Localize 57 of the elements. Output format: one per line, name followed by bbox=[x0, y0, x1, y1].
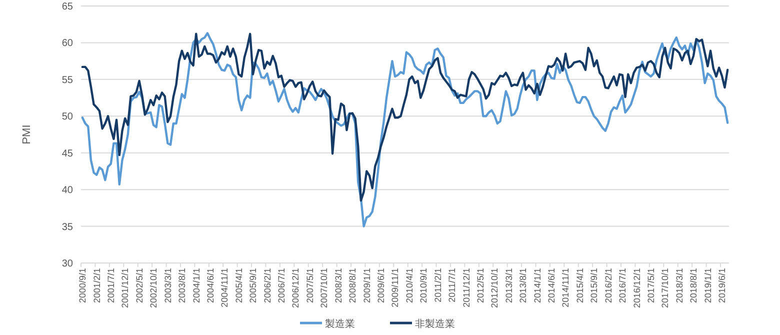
x-tick-label: 2001/12/1 bbox=[120, 268, 130, 308]
x-tick-label: 2013/8/1 bbox=[518, 268, 528, 304]
x-tick-label: 2014/11/1 bbox=[560, 268, 571, 308]
x-tick-label: 2001/7/1 bbox=[106, 268, 116, 304]
x-tick-label: 2011/7/1 bbox=[447, 268, 458, 302]
x-tick-label: 2016/12/1 bbox=[632, 268, 642, 308]
x-tick-label: 2018/8/1 bbox=[688, 268, 699, 304]
x-tick-label: 2019/1/1 bbox=[702, 268, 713, 304]
x-tick-label: 2017/5/1 bbox=[646, 268, 656, 304]
x-tick-label: 2004/1/1 bbox=[191, 268, 202, 304]
x-tick-label: 2008/8/1 bbox=[348, 268, 358, 304]
x-tick-label: 2014/6/1 bbox=[546, 268, 557, 304]
x-tick-label: 2007/10/1 bbox=[319, 268, 330, 308]
x-tick-label: 2012/10/1 bbox=[490, 268, 500, 308]
y-tick-label: 35 bbox=[62, 222, 74, 233]
x-tick-label: 2014/1/1 bbox=[532, 268, 542, 304]
x-tick-label: 2004/6/1 bbox=[205, 268, 216, 304]
x-tick-label: 2002/10/1 bbox=[148, 268, 159, 308]
y-tick-label: 65 bbox=[62, 2, 74, 12]
x-tick-label: 2010/9/1 bbox=[418, 268, 429, 304]
x-tick-label: 2010/4/1 bbox=[404, 268, 414, 304]
x-tick-label: 2006/7/1 bbox=[276, 268, 287, 304]
x-tick-label: 2009/1/1 bbox=[362, 268, 372, 304]
legend-label: 製造業 bbox=[325, 318, 355, 330]
x-tick-label: 2005/9/1 bbox=[248, 268, 258, 304]
x-tick-label: 2008/3/1 bbox=[333, 268, 344, 304]
x-tick-label: 2018/3/1 bbox=[674, 268, 684, 304]
x-tick-label: 2011/12/1 bbox=[461, 268, 472, 308]
x-tick-label: 2007/5/1 bbox=[304, 268, 315, 304]
y-axis-title: PMI bbox=[21, 124, 33, 144]
y-tick-label: 50 bbox=[62, 112, 74, 123]
x-tick-label: 2003/3/1 bbox=[162, 268, 173, 304]
x-tick-label: 2015/9/1 bbox=[589, 268, 600, 304]
x-tick-label: 2005/4/1 bbox=[234, 268, 244, 304]
x-tick-label: 2019/6/1 bbox=[717, 268, 728, 304]
x-tick-label: 2009/6/1 bbox=[376, 268, 386, 304]
y-tick-label: 60 bbox=[62, 38, 74, 50]
x-tick-label: 2006/12/1 bbox=[290, 268, 301, 308]
x-tick-label: 2009/11/1 bbox=[390, 268, 400, 308]
x-tick-label: 2015/4/1 bbox=[574, 268, 585, 304]
y-tick-label: 45 bbox=[62, 148, 74, 160]
legend-label: 非製造業 bbox=[415, 318, 455, 330]
y-tick-label: 40 bbox=[62, 185, 74, 196]
x-tick-label: 2012/5/1 bbox=[475, 268, 486, 304]
x-tick-label: 2000/9/1 bbox=[78, 268, 88, 304]
x-tick-label: 2006/2/1 bbox=[262, 268, 272, 304]
y-tick-label: 55 bbox=[62, 74, 74, 86]
x-tick-label: 2004/11/1 bbox=[220, 268, 230, 308]
x-tick-label: 2011/2/1 bbox=[432, 268, 443, 302]
x-tick-label: 2017/10/1 bbox=[660, 268, 670, 308]
x-tick-label: 2013/3/1 bbox=[504, 268, 514, 304]
x-tick-label: 2003/8/1 bbox=[177, 268, 188, 304]
x-tick-label: 2002/5/1 bbox=[134, 268, 144, 304]
x-tick-label: 2016/7/1 bbox=[618, 268, 628, 304]
y-tick-label: 30 bbox=[62, 258, 74, 270]
x-tick-label: 2016/2/1 bbox=[603, 268, 614, 304]
x-tick-label: 2001/2/1 bbox=[92, 268, 102, 304]
